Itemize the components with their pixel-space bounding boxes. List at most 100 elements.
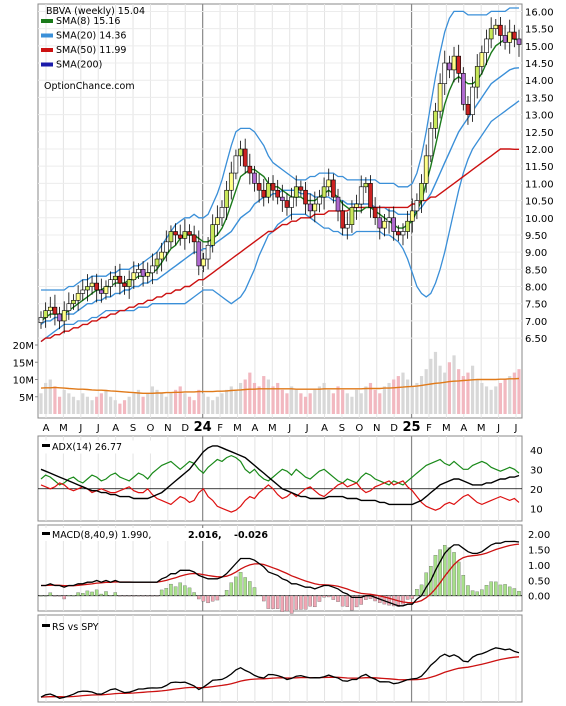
candle-body xyxy=(177,234,183,239)
volume-bar xyxy=(215,396,219,414)
volume-bar xyxy=(183,393,187,414)
macd-histogram-bar xyxy=(489,581,493,596)
macd-histogram-bar xyxy=(456,561,461,596)
month-label: M xyxy=(233,423,242,434)
volume-bar xyxy=(62,389,66,414)
macd-histogram-bar xyxy=(215,595,220,601)
macd-histogram-bar xyxy=(461,575,466,596)
month-label: J xyxy=(78,423,82,434)
price-tick-label: 11.00 xyxy=(525,179,554,190)
macd-histogram-bar xyxy=(71,595,76,597)
candle-body xyxy=(94,282,99,291)
candle-body xyxy=(80,289,86,294)
month-label: J xyxy=(96,423,100,434)
month-label: F xyxy=(426,423,432,434)
price-panel xyxy=(37,3,523,419)
macd-histogram-legend: -0.026 xyxy=(234,530,268,541)
macd-histogram-bar xyxy=(331,595,336,600)
volume-bar xyxy=(229,386,233,414)
candle-body xyxy=(368,183,373,208)
macd-histogram-bar xyxy=(303,595,308,610)
candle-body xyxy=(205,244,211,260)
volume-bar xyxy=(466,372,470,414)
volume-bar xyxy=(512,372,516,414)
volume-bar xyxy=(415,382,419,414)
macd-histogram-bar xyxy=(113,592,118,596)
macd-histogram-bar xyxy=(159,589,164,596)
volume-bar xyxy=(294,389,298,414)
macd-histogram-bar xyxy=(132,595,136,597)
volume-bar xyxy=(53,386,57,414)
macd-tick-label: 0.50 xyxy=(528,576,550,587)
macd-histogram-bar xyxy=(48,592,53,596)
sma50-line xyxy=(40,148,519,343)
chart-title: BBVA (weekly) 15.04 xyxy=(46,6,145,17)
macd-histogram-bar xyxy=(53,595,57,597)
volume-bar xyxy=(447,362,451,414)
volume-bar xyxy=(494,386,498,414)
macd-histogram-bar xyxy=(484,585,489,596)
macd-histogram-bar xyxy=(415,589,419,596)
volume-bar xyxy=(257,386,261,414)
macd-histogram-bar xyxy=(354,595,359,608)
macd-signal-legend: 2.016, xyxy=(188,530,222,541)
volume-bar xyxy=(299,393,303,414)
candle-body xyxy=(516,38,522,45)
volume-bar xyxy=(155,389,159,414)
macd-histogram-bar xyxy=(234,576,238,596)
adx-tick-label: 10 xyxy=(530,504,543,515)
macd-histogram-bar xyxy=(145,595,150,597)
candle-body xyxy=(159,251,164,260)
volume-bar xyxy=(484,386,489,414)
rs-line xyxy=(40,647,520,699)
candle-body xyxy=(461,73,466,105)
candle-body xyxy=(502,35,508,43)
macd-histogram-bar xyxy=(229,582,234,596)
volume-bar xyxy=(410,386,414,414)
macd-histogram-bar xyxy=(503,584,507,596)
candle-body xyxy=(224,189,229,208)
macd-histogram-bar xyxy=(43,595,48,597)
candle-body xyxy=(261,189,267,198)
volume-bar xyxy=(99,393,103,414)
bollinger-upper-line xyxy=(41,7,519,291)
month-label: J xyxy=(305,423,309,434)
candle-body xyxy=(442,62,448,84)
candle-body xyxy=(451,55,457,71)
volume-bar xyxy=(85,396,90,414)
month-label: N xyxy=(164,423,171,434)
candle-body xyxy=(474,66,480,88)
volume-bar xyxy=(113,400,117,414)
macd-legend: MACD(8,40,9) 1.990, xyxy=(52,530,151,541)
volume-bar xyxy=(266,379,270,414)
adx-tick-label: 20 xyxy=(530,485,543,496)
candle-body xyxy=(484,38,489,54)
macd-histogram-bar xyxy=(85,590,90,596)
volume-bar xyxy=(429,358,433,414)
candle-body xyxy=(303,189,308,205)
macd-histogram-bar xyxy=(285,595,289,612)
volume-bar xyxy=(303,396,308,414)
volume-bar xyxy=(243,379,247,414)
macd-histogram-bar xyxy=(118,595,122,597)
month-label: J xyxy=(514,423,518,434)
volume-bar xyxy=(136,389,141,414)
volume-tick-label: 5M xyxy=(19,393,34,404)
volume-bar xyxy=(248,372,252,414)
macd-histogram-bar xyxy=(104,591,108,596)
price-tick-label: 6.50 xyxy=(525,334,547,345)
rs-legend: RS vs SPY xyxy=(52,622,99,633)
macd-tick-label: 0.00 xyxy=(528,592,550,603)
macd-line xyxy=(41,540,520,607)
candle-body xyxy=(344,224,350,229)
candle-body xyxy=(349,207,355,225)
candle-body xyxy=(377,217,383,229)
volume-bar xyxy=(146,393,150,414)
candle-body xyxy=(289,196,294,208)
candle-body xyxy=(512,31,517,40)
macd-histogram-bar xyxy=(494,581,498,596)
volume-bar xyxy=(401,372,405,414)
macd-legend-bg xyxy=(40,528,236,541)
volume-bar xyxy=(508,376,512,414)
